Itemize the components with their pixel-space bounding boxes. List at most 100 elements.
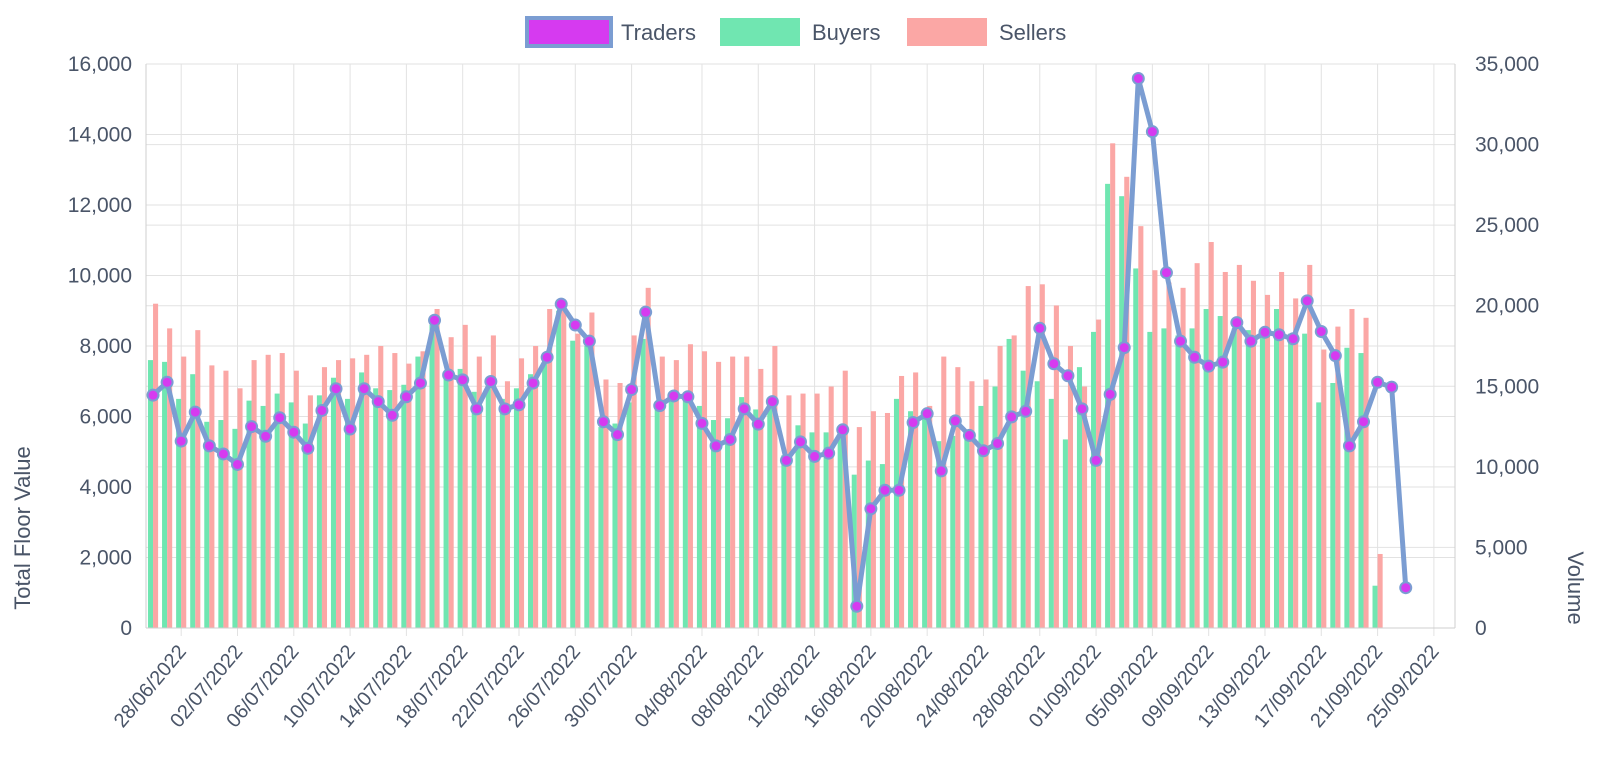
point-traders[interactable] <box>1342 439 1356 453</box>
bar-sellers[interactable] <box>927 405 933 628</box>
bar-sellers[interactable] <box>1039 284 1045 628</box>
bar-buyers[interactable] <box>936 441 942 628</box>
bar-sellers[interactable] <box>969 381 975 628</box>
bar-sellers[interactable] <box>631 335 637 628</box>
bar-buyers[interactable] <box>668 393 674 628</box>
bar-sellers[interactable] <box>1194 263 1200 628</box>
point-traders[interactable] <box>808 449 822 463</box>
bar-buyers[interactable] <box>908 411 914 628</box>
bar-sellers[interactable] <box>899 375 905 628</box>
bar-buyers[interactable] <box>1062 439 1068 628</box>
bar-buyers[interactable] <box>584 346 590 628</box>
bar-sellers[interactable] <box>687 344 693 628</box>
point-traders[interactable] <box>878 483 892 497</box>
bar-sellers[interactable] <box>307 395 313 628</box>
point-traders[interactable] <box>1117 341 1131 355</box>
bar-buyers[interactable] <box>556 310 562 628</box>
point-traders[interactable] <box>484 374 498 388</box>
bar-sellers[interactable] <box>364 354 370 628</box>
bar-buyers[interactable] <box>950 435 956 628</box>
bar-sellers[interactable] <box>209 365 215 628</box>
legend-item-sellers[interactable]: Sellers <box>907 18 1066 46</box>
point-traders[interactable] <box>1328 349 1342 363</box>
bar-sellers[interactable] <box>1222 271 1228 628</box>
bar-sellers[interactable] <box>1067 346 1073 628</box>
bar-buyers[interactable] <box>457 368 463 628</box>
bar-sellers[interactable] <box>476 356 482 628</box>
point-traders[interactable] <box>948 414 962 428</box>
bar-sellers[interactable] <box>828 386 834 628</box>
bar-buyers[interactable] <box>696 405 702 628</box>
bar-sellers[interactable] <box>1377 553 1383 628</box>
bar-sellers[interactable] <box>673 360 679 628</box>
point-traders[interactable] <box>794 435 807 449</box>
point-traders[interactable] <box>273 411 287 425</box>
bar-buyers[interactable] <box>1288 333 1294 628</box>
bar-buyers[interactable] <box>345 398 351 628</box>
point-traders[interactable] <box>765 395 779 409</box>
bar-buyers[interactable] <box>1203 308 1209 628</box>
point-traders[interactable] <box>385 408 399 422</box>
bar-sellers[interactable] <box>589 312 595 628</box>
point-traders[interactable] <box>315 403 329 417</box>
bar-buyers[interactable] <box>654 402 660 628</box>
point-traders[interactable] <box>413 376 427 390</box>
point-traders[interactable] <box>399 390 413 404</box>
point-traders[interactable] <box>596 415 610 429</box>
bar-sellers[interactable] <box>786 395 792 628</box>
bar-buyers[interactable] <box>1161 328 1167 628</box>
bar-sellers[interactable] <box>1053 305 1059 628</box>
bar-buyers[interactable] <box>1189 328 1195 628</box>
bar-sellers[interactable] <box>1011 335 1017 628</box>
point-traders[interactable] <box>371 395 385 409</box>
bar-buyers[interactable] <box>499 398 505 628</box>
bar-buyers[interactable] <box>176 398 182 628</box>
bar-sellers[interactable] <box>800 393 806 628</box>
bar-sellers[interactable] <box>870 411 876 628</box>
bar-buyers[interactable] <box>809 432 815 628</box>
point-traders[interactable] <box>216 447 230 461</box>
bar-buyers[interactable] <box>1119 196 1125 628</box>
bar-buyers[interactable] <box>640 338 646 628</box>
bar-buyers[interactable] <box>1133 268 1139 628</box>
point-traders[interactable] <box>498 402 512 416</box>
point-traders[interactable] <box>962 428 976 442</box>
bar-sellers[interactable] <box>181 356 187 628</box>
bar-sellers[interactable] <box>884 412 891 628</box>
point-traders[interactable] <box>146 388 160 402</box>
point-traders[interactable] <box>174 434 188 448</box>
bar-buyers[interactable] <box>1372 585 1378 628</box>
point-traders[interactable] <box>1047 357 1061 371</box>
point-traders[interactable] <box>428 313 442 327</box>
bar-sellers[interactable] <box>1166 282 1172 628</box>
bar-sellers[interactable] <box>434 308 440 628</box>
bar-sellers[interactable] <box>321 367 328 628</box>
bar-buyers[interactable] <box>302 423 308 628</box>
point-traders[interactable] <box>343 422 357 436</box>
point-traders[interactable] <box>1145 125 1159 139</box>
point-traders[interactable] <box>709 439 723 453</box>
point-traders[interactable] <box>1216 355 1230 369</box>
bar-sellers[interactable] <box>1335 326 1341 628</box>
bar-buyers[interactable] <box>879 464 885 628</box>
point-traders[interactable] <box>526 376 540 390</box>
point-traders[interactable] <box>695 416 709 430</box>
bar-buyers[interactable] <box>1020 370 1026 628</box>
point-traders[interactable] <box>442 368 456 382</box>
bar-buyers[interactable] <box>837 428 843 628</box>
bar-sellers[interactable] <box>772 346 778 628</box>
point-traders[interactable] <box>512 398 526 412</box>
point-traders[interactable] <box>1019 404 1033 418</box>
point-traders[interactable] <box>160 375 174 389</box>
point-traders[interactable] <box>1272 328 1286 342</box>
bar-buyers[interactable] <box>190 374 196 628</box>
bar-sellers[interactable] <box>1180 287 1186 628</box>
bar-buyers[interactable] <box>1217 316 1223 628</box>
bar-sellers[interactable] <box>997 346 1003 628</box>
point-traders[interactable] <box>1103 387 1117 401</box>
bar-sellers[interactable] <box>659 356 665 628</box>
bar-sellers[interactable] <box>1363 317 1369 628</box>
bar-buyers[interactable] <box>528 374 534 628</box>
bar-sellers[interactable] <box>1321 349 1327 628</box>
bar-sellers[interactable] <box>1096 319 1102 628</box>
